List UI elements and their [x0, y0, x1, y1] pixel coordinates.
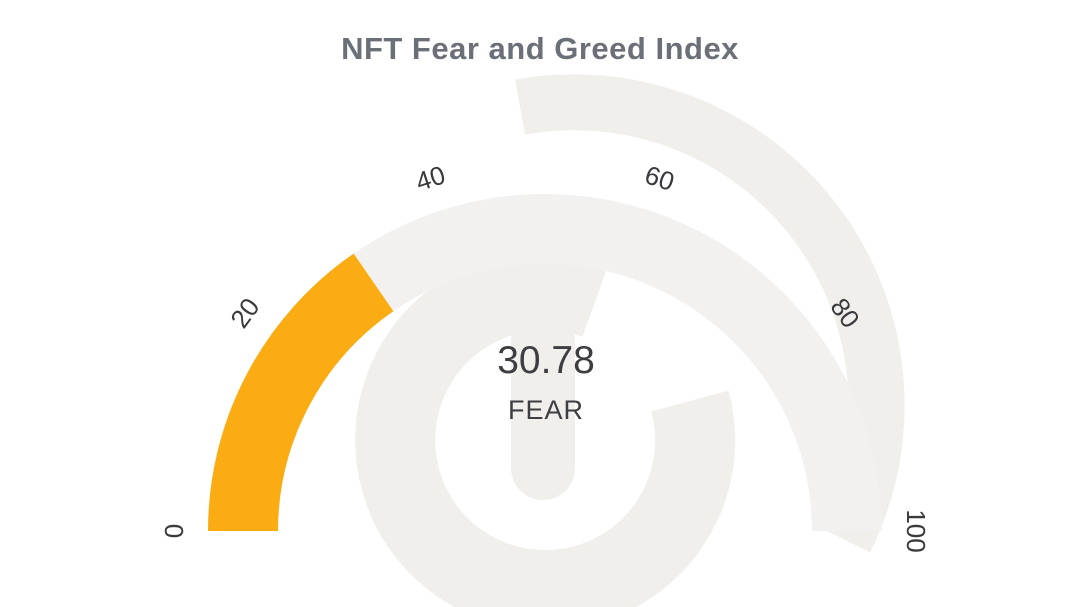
- watermark-ring: [355, 250, 736, 607]
- gauge-tick-label: 60: [641, 159, 678, 196]
- watermark-logo: [355, 74, 905, 607]
- gauge-tick-label: 0: [159, 524, 189, 538]
- gauge-tick-label: 40: [412, 159, 449, 196]
- gauge-value-arc: [208, 253, 394, 532]
- chart-title: NFT Fear and Greed Index: [341, 31, 739, 66]
- gauge-value: 30.78: [497, 339, 595, 382]
- gauge-tick-label: 100: [901, 509, 931, 552]
- gauge-tick-label: 20: [224, 292, 265, 333]
- watermark-outer-arc: [515, 74, 905, 553]
- gauge-status-label: FEAR: [507, 395, 585, 425]
